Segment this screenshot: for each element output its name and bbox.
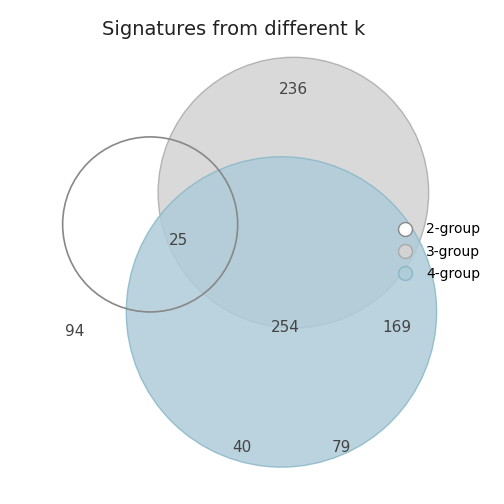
Text: 94: 94 (65, 325, 84, 339)
Text: 25: 25 (168, 233, 187, 248)
Title: Signatures from different k: Signatures from different k (102, 21, 365, 39)
Text: 169: 169 (382, 321, 411, 335)
Circle shape (127, 157, 436, 467)
Circle shape (158, 57, 428, 328)
Legend: 2-group, 3-group, 4-group: 2-group, 3-group, 4-group (386, 217, 486, 287)
Text: 236: 236 (279, 82, 308, 97)
Text: 254: 254 (271, 321, 300, 335)
Text: 40: 40 (232, 439, 251, 455)
Text: 79: 79 (332, 439, 351, 455)
